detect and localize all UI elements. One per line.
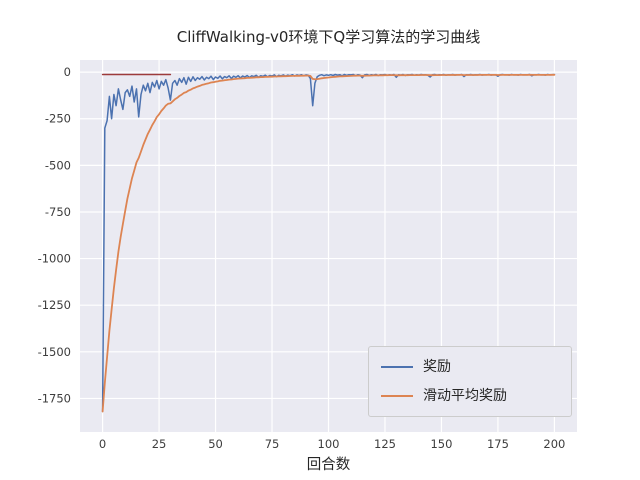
legend-item-reward: 奖励 [381,360,559,374]
legend: 奖励 滑动平均奖励 [368,346,572,417]
legend-item-label: 滑动平均奖励 [423,388,507,404]
x-tick-label: 50 [208,437,223,451]
moving-average-line [101,73,556,413]
x-tick-label: 75 [265,437,280,451]
chart-title: CliffWalking-v0环境下Q学习算法的学习曲线 [176,28,481,46]
y-tick-label: -1500 [38,345,71,359]
x-tick-label: 25 [152,437,167,451]
y-tick-label: -750 [45,205,71,219]
y-tick-label: -1000 [38,252,71,266]
legend-item-label: 奖励 [423,359,451,375]
y-tick-label: -1250 [38,298,71,312]
x-tick-label: 175 [487,437,509,451]
x-tick-label: 200 [543,437,565,451]
moving-average-line-swatch [381,394,413,398]
legend-item-moving-average: 滑动平均奖励 [381,389,559,403]
reward-line-swatch [381,365,413,369]
y-tick-label: -500 [45,158,71,172]
x-axis-label: 回合数 [306,457,351,473]
y-tick-label: 0 [64,65,71,79]
x-tick-label: 125 [374,437,396,451]
y-tick-label: -250 [45,112,71,126]
x-tick-label: 150 [430,437,452,451]
x-tick-label: 100 [318,437,340,451]
y-tick-label: -1750 [38,391,71,405]
x-tick-label: 0 [99,437,106,451]
